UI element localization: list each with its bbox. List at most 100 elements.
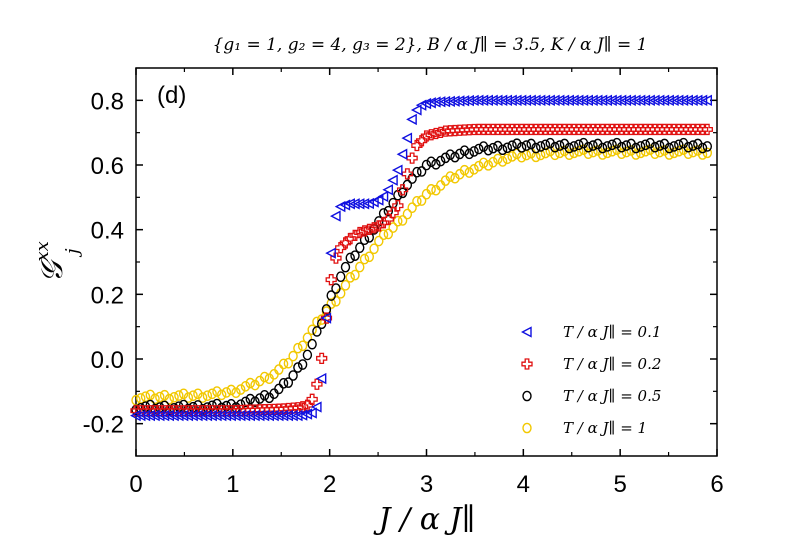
chart-title: {g₁ = 1, g₂ = 4, g₃ = 2}, B / α J∥ = 3.5…: [213, 35, 648, 55]
x-tick-label: 0: [129, 471, 142, 498]
data-point: [345, 252, 355, 264]
data-point: [274, 383, 284, 395]
data-point: [640, 139, 651, 151]
data-point: [416, 195, 427, 206]
data-point: [701, 94, 713, 106]
data-point: [683, 141, 693, 153]
data-point: [325, 274, 337, 286]
data-point: [458, 95, 470, 107]
data-point: [445, 149, 455, 160]
data-point: [245, 393, 255, 405]
data-point: [296, 409, 308, 421]
data-point: [431, 158, 441, 170]
data-point: [236, 384, 246, 395]
data-point: [383, 228, 394, 240]
data-point: [421, 159, 432, 171]
data-point: [383, 205, 394, 217]
x-tick-label: 5: [613, 471, 626, 498]
data-point: [307, 338, 317, 350]
data-point: [302, 332, 313, 344]
data-point: [193, 388, 203, 400]
legend-label: T / α J∥ = 0.2: [563, 355, 661, 373]
data-point: [410, 104, 422, 116]
data-point: [674, 139, 684, 151]
data-point: [358, 198, 370, 210]
data-point: [550, 149, 560, 161]
data-point: [374, 235, 384, 247]
data-point: [354, 226, 366, 239]
data-point: [635, 141, 646, 152]
y-tick-label: 0.4: [91, 218, 124, 245]
data-point: [696, 94, 708, 106]
data-point: [377, 190, 389, 203]
data-point: [664, 142, 674, 154]
data-point: [688, 140, 698, 151]
data-point: [150, 393, 160, 405]
data-point: [259, 371, 270, 383]
data-point: [364, 251, 374, 263]
data-point: [436, 155, 446, 167]
data-point: [406, 113, 417, 126]
data-point: [583, 148, 593, 159]
data-point: [372, 194, 384, 206]
data-point: [330, 252, 342, 264]
data-point: [255, 393, 265, 404]
data-point: [664, 149, 674, 160]
data-point: [387, 207, 399, 219]
data-point: [531, 142, 541, 154]
data-point: [140, 391, 151, 402]
data-point: [702, 141, 713, 152]
data-point: [650, 141, 660, 153]
data-point: [178, 388, 189, 400]
data-point: [321, 304, 332, 315]
data-point: [434, 96, 446, 108]
data-point: [316, 352, 328, 365]
data-point: [616, 148, 627, 159]
data-point: [349, 229, 361, 242]
data-point: [335, 242, 347, 254]
data-point: [188, 390, 198, 401]
data-point: [368, 222, 380, 234]
data-point: [378, 229, 389, 240]
data-point: [616, 141, 627, 153]
data-point: [312, 326, 322, 337]
data-point: [488, 156, 498, 168]
data-point: [474, 160, 484, 172]
data-point: [697, 142, 708, 154]
data-point: [240, 396, 251, 408]
data-point: [293, 342, 303, 354]
y-tick-label: 0.6: [91, 153, 124, 180]
data-point: [401, 132, 413, 144]
data-point: [382, 184, 394, 196]
data-point: [406, 152, 418, 164]
x-tick-label: 6: [710, 471, 723, 498]
legend-label: T / α J∥ = 1: [563, 419, 647, 437]
data-point: [288, 370, 298, 381]
data-point: [540, 147, 551, 159]
data-point: [350, 250, 360, 261]
data-point: [621, 140, 632, 151]
data-point: [569, 141, 579, 152]
data-point: [540, 139, 551, 151]
data-point: [293, 362, 303, 373]
x-tick-label: 4: [517, 471, 530, 498]
data-point: [564, 142, 574, 154]
data-point: [174, 390, 184, 401]
data-point: [655, 140, 665, 151]
data-point: [459, 145, 470, 156]
data-point: [631, 142, 641, 154]
legend-label: T / α J∥ = 0.1: [563, 323, 661, 341]
data-point: [397, 215, 408, 226]
data-point: [320, 312, 332, 324]
data-point: [683, 148, 693, 159]
data-point: [602, 141, 613, 152]
x-tick-label: 2: [323, 471, 336, 498]
x-tick-label: 3: [420, 471, 433, 498]
data-point: [564, 149, 574, 160]
data-point: [535, 141, 546, 152]
data-point: [425, 129, 437, 141]
data-point: [382, 213, 394, 225]
data-point: [426, 156, 436, 168]
data-point: [478, 157, 489, 169]
data-point: [416, 135, 428, 147]
